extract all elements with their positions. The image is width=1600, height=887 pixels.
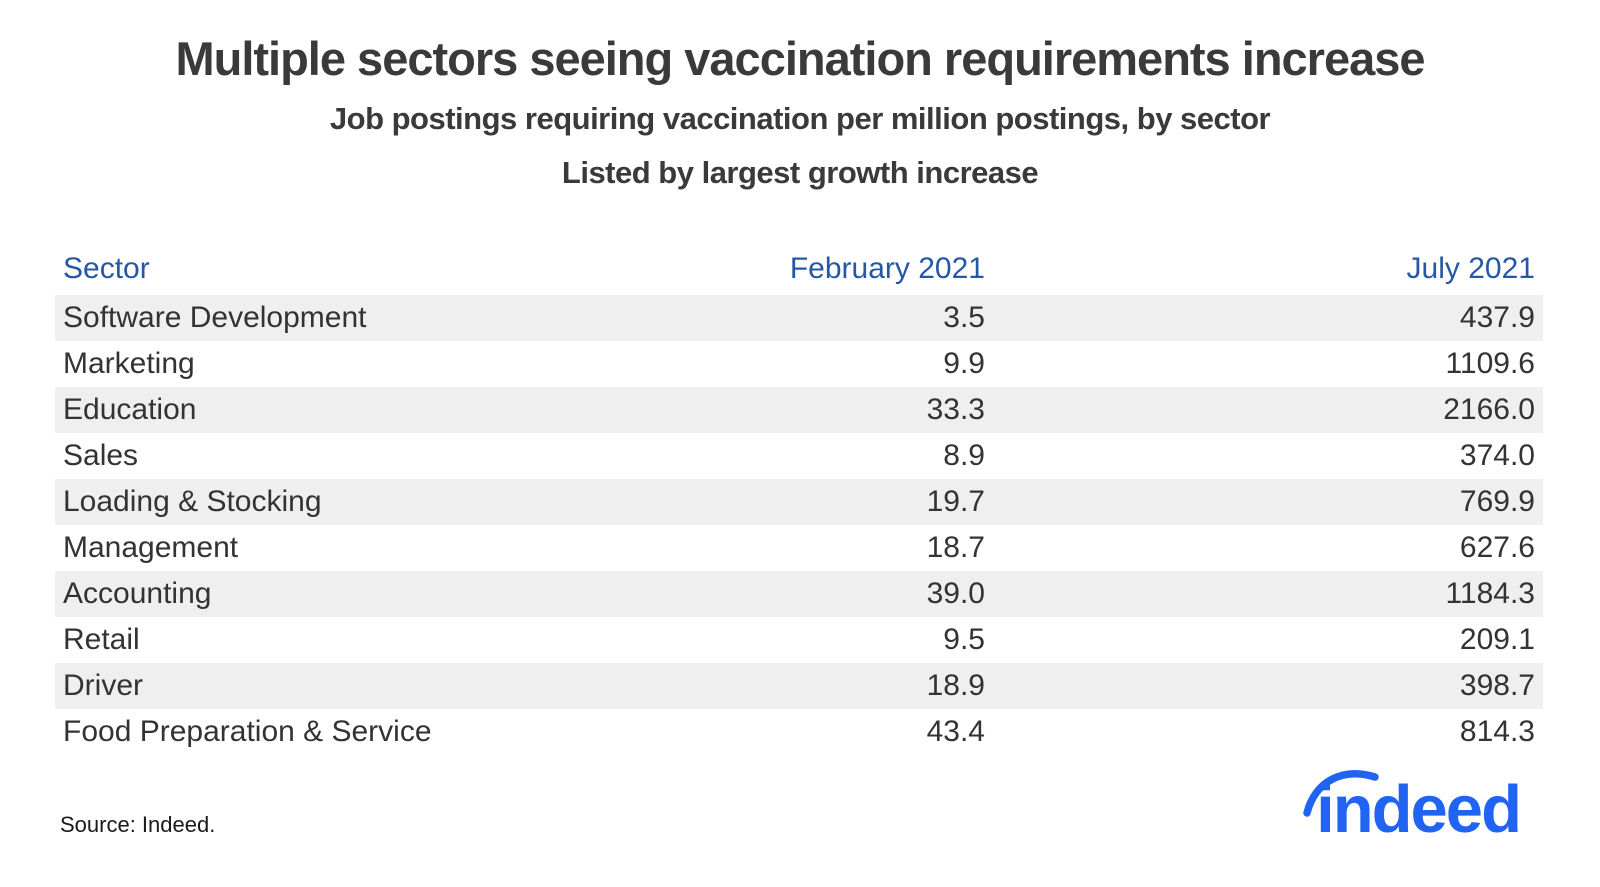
sector-cell: Management bbox=[63, 531, 239, 565]
table-row: Loading & Stocking 19.7 769.9 bbox=[55, 479, 1543, 526]
jul-value-cell: 627.6 bbox=[1459, 531, 1535, 565]
table-row: Retail 9.5 209.1 bbox=[55, 617, 1543, 663]
jul-value-cell: 2166.0 bbox=[1443, 393, 1535, 427]
jul-value-cell: 1184.3 bbox=[1445, 577, 1535, 611]
feb-value-cell: 18.9 bbox=[926, 669, 985, 703]
table-row: Marketing 9.9 1109.6 bbox=[55, 341, 1543, 387]
feb-value-cell: 43.4 bbox=[926, 715, 985, 749]
table-header-row: Sector February 2021 July 2021 bbox=[55, 243, 1543, 295]
chart-subtitle-secondary: Listed by largest growth increase bbox=[561, 155, 1039, 191]
sector-cell: Education bbox=[63, 393, 197, 427]
indeed-wordmark: indeed bbox=[1316, 772, 1522, 847]
feb-value-cell: 19.7 bbox=[926, 485, 985, 519]
jul-value-cell: 437.9 bbox=[1459, 301, 1535, 335]
jul-value-cell: 1109.6 bbox=[1445, 347, 1535, 381]
table-row: Management 18.7 627.6 bbox=[55, 525, 1543, 571]
sector-cell: Sales bbox=[63, 439, 139, 473]
sector-cell: Accounting bbox=[63, 577, 212, 611]
chart-subtitle: Job postings requiring vaccination per m… bbox=[329, 101, 1271, 137]
table-row: Sales 8.9 374.0 bbox=[55, 433, 1543, 479]
data-table: Sector February 2021 July 2021 Software … bbox=[55, 243, 1543, 755]
jul-value-cell: 398.7 bbox=[1459, 669, 1535, 703]
feb-value-cell: 3.5 bbox=[943, 301, 985, 335]
sector-cell: Software Development bbox=[63, 301, 367, 335]
column-header-sector: Sector bbox=[63, 252, 150, 286]
column-header-february-2021: February 2021 bbox=[789, 252, 985, 286]
jul-value-cell: 374.0 bbox=[1459, 439, 1535, 473]
feb-value-cell: 33.3 bbox=[926, 393, 985, 427]
sector-cell: Marketing bbox=[63, 347, 195, 381]
feb-value-cell: 8.9 bbox=[943, 439, 985, 473]
source-note: Source: Indeed. bbox=[60, 812, 216, 837]
sector-cell: Driver bbox=[63, 669, 143, 703]
column-header-july-2021: July 2021 bbox=[1406, 252, 1535, 286]
jul-value-cell: 209.1 bbox=[1459, 623, 1535, 657]
sector-cell: Retail bbox=[63, 623, 140, 657]
sector-cell: Loading & Stocking bbox=[63, 485, 322, 519]
chart-title: Multiple sectors seeing vaccination requ… bbox=[175, 32, 1425, 85]
table-body: Software Development 3.5 437.9 Marketing… bbox=[55, 295, 1543, 755]
feb-value-cell: 9.5 bbox=[943, 623, 985, 657]
jul-value-cell: 814.3 bbox=[1459, 715, 1535, 749]
feb-value-cell: 18.7 bbox=[926, 531, 985, 565]
table-row: Accounting 39.0 1184.3 bbox=[55, 571, 1543, 618]
indeed-logo: indeed bbox=[1303, 770, 1522, 850]
table-row: Food Preparation & Service 43.4 814.3 bbox=[55, 709, 1543, 755]
table-row: Education 33.3 2166.0 bbox=[55, 387, 1543, 434]
table-row: Software Development 3.5 437.9 bbox=[55, 295, 1543, 342]
sector-cell: Food Preparation & Service bbox=[63, 715, 432, 749]
feb-value-cell: 9.9 bbox=[943, 347, 985, 381]
feb-value-cell: 39.0 bbox=[926, 577, 985, 611]
jul-value-cell: 769.9 bbox=[1459, 485, 1535, 519]
table-row: Driver 18.9 398.7 bbox=[55, 663, 1543, 710]
